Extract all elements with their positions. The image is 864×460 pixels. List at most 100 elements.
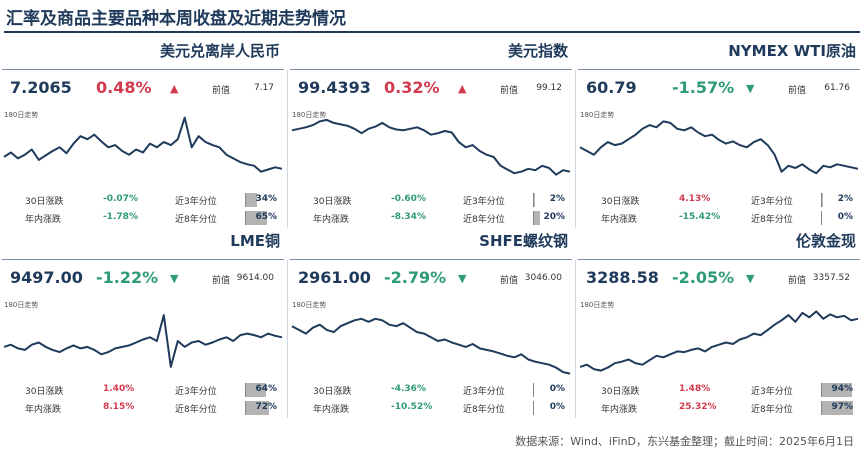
panel-0: 美元兑离岸人民币 7.2065 0.48% ▲ 前值 7.17 180日走势 30日涨跌 -0.… xyxy=(0,40,286,230)
quantile-bar-q8 xyxy=(246,401,270,415)
change-percent: -2.79% xyxy=(384,268,447,287)
label-ytd: 年内涨跌 xyxy=(313,405,350,415)
label-30d: 30日涨跌 xyxy=(25,197,64,207)
label-ytd: 年内涨跌 xyxy=(25,215,62,225)
bar-axis xyxy=(245,193,246,207)
quantile-q8: 0% xyxy=(549,402,565,412)
quantile-q8: 97% xyxy=(831,402,853,412)
header-divider xyxy=(2,69,284,70)
value-30d: 1.48% xyxy=(679,384,711,394)
prev-value: 9614.00 xyxy=(236,273,274,283)
label-q3: 近3年分位 xyxy=(751,197,793,207)
label-ytd: 年内涨跌 xyxy=(313,215,350,225)
bar-axis xyxy=(533,401,534,415)
column-divider xyxy=(575,70,576,228)
trend-line xyxy=(579,310,859,372)
panel-title: 伦敦金现 xyxy=(795,232,856,250)
panel-5: 伦敦金现 3288.58 -2.05% ▼ 前值 3357.52 180日走势 30日涨跌 1.… xyxy=(576,230,862,420)
trend-line xyxy=(579,120,859,175)
value-ytd: -15.42% xyxy=(679,212,721,222)
quantile-q3: 34% xyxy=(255,194,277,204)
label-q8: 近8年分位 xyxy=(175,405,217,415)
panel-title: LME铜 xyxy=(230,232,280,250)
panel-title: SHFE螺纹钢 xyxy=(479,232,568,250)
prev-label: 前值 xyxy=(500,86,519,96)
prev-label: 前值 xyxy=(212,86,231,96)
value-ytd: -1.78% xyxy=(103,212,138,222)
value-30d: -0.07% xyxy=(103,194,138,204)
trend-line xyxy=(3,314,283,368)
value-30d: 4.13% xyxy=(679,194,711,204)
value-ytd: -8.34% xyxy=(391,212,426,222)
label-q8: 近8年分位 xyxy=(751,215,793,225)
column-divider xyxy=(287,70,288,228)
prev-value: 61.76 xyxy=(824,83,850,93)
quantile-bar-q3 xyxy=(246,383,267,397)
sparkline-label: 180日走势 xyxy=(4,111,39,119)
triangle-up-icon: ▲ xyxy=(170,82,179,95)
trend-line xyxy=(3,116,283,173)
prev-label: 前值 xyxy=(500,276,519,286)
quantile-bar-q3 xyxy=(246,193,257,207)
sparkline-chart xyxy=(291,118,571,176)
value-ytd: 8.15% xyxy=(103,402,135,412)
header-divider xyxy=(578,259,860,260)
stat-row-30d: 30日涨跌 1.40% 近3年分位 64% xyxy=(0,382,286,398)
sparkline-label: 180日走势 xyxy=(292,111,327,119)
quantile-bar-q3 xyxy=(822,383,853,397)
label-q3: 近3年分位 xyxy=(751,387,793,397)
bar-axis xyxy=(533,193,534,207)
panel-1: 美元指数 99.4393 0.32% ▲ 前值 99.12 180日走势 30日涨跌 -0.60… xyxy=(288,40,574,230)
header-divider xyxy=(578,69,860,70)
sparkline-chart xyxy=(291,317,571,375)
close-value: 99.4393 xyxy=(298,78,371,97)
stat-row-ytd: 年内涨跌 -10.52% 近8年分位 0% xyxy=(288,400,574,416)
panel-title: 美元指数 xyxy=(507,42,568,60)
value-30d: -4.36% xyxy=(391,384,426,394)
triangle-down-icon: ▼ xyxy=(746,82,755,95)
trend-line xyxy=(291,317,571,375)
triangle-down-icon: ▼ xyxy=(746,272,755,285)
panel-3: LME铜 9497.00 -1.22% ▼ 前值 9614.00 180日走势 30日涨跌 1.… xyxy=(0,230,286,420)
bar-axis xyxy=(533,211,534,225)
prev-label: 前值 xyxy=(788,86,807,96)
prev-label: 前值 xyxy=(212,276,231,286)
triangle-down-icon: ▼ xyxy=(170,272,179,285)
quantile-bar-q3 xyxy=(534,193,535,207)
bar-axis xyxy=(245,383,246,397)
sparkline-chart xyxy=(3,116,283,173)
change-percent: -1.57% xyxy=(672,78,735,97)
bar-axis xyxy=(821,193,822,207)
stat-row-30d: 30日涨跌 -0.07% 近3年分位 34% xyxy=(0,192,286,208)
label-q3: 近3年分位 xyxy=(463,387,505,397)
triangle-up-icon: ▲ xyxy=(458,82,467,95)
stat-row-ytd: 年内涨跌 -1.78% 近8年分位 65% xyxy=(0,210,286,226)
label-q8: 近8年分位 xyxy=(751,405,793,415)
header-divider xyxy=(2,259,284,260)
label-ytd: 年内涨跌 xyxy=(601,405,638,415)
prev-label: 前值 xyxy=(788,276,807,286)
quantile-q8: 65% xyxy=(255,212,277,222)
bar-axis xyxy=(245,401,246,415)
panel-title: NYMEX WTI原油 xyxy=(728,42,856,60)
page-title: 汇率及商品主要品种本周收盘及近期走势情况 xyxy=(6,9,346,29)
close-value: 3288.58 xyxy=(586,268,659,287)
panel-2: NYMEX WTI原油 60.79 -1.57% ▼ 前值 61.76 180日走势 30日涨… xyxy=(576,40,862,230)
trend-line xyxy=(291,118,571,176)
quantile-q8: 72% xyxy=(255,402,277,412)
quantile-bar-q8 xyxy=(822,401,854,415)
close-value: 7.2065 xyxy=(10,78,72,97)
bar-axis xyxy=(533,383,534,397)
stat-row-30d: 30日涨跌 -4.36% 近3年分位 0% xyxy=(288,382,574,398)
sparkline-chart xyxy=(579,310,859,372)
header-divider xyxy=(290,69,572,70)
prev-value: 3046.00 xyxy=(524,273,562,283)
label-30d: 30日涨跌 xyxy=(601,197,640,207)
panel-4: SHFE螺纹钢 2961.00 -2.79% ▼ 前值 3046.00 180日走势 30日涨… xyxy=(288,230,574,420)
sparkline-label: 180日走势 xyxy=(580,301,615,309)
sparkline-label: 180日走势 xyxy=(4,301,39,309)
bar-axis xyxy=(821,211,822,225)
label-30d: 30日涨跌 xyxy=(601,387,640,397)
column-divider xyxy=(287,260,288,418)
header-divider xyxy=(290,259,572,260)
